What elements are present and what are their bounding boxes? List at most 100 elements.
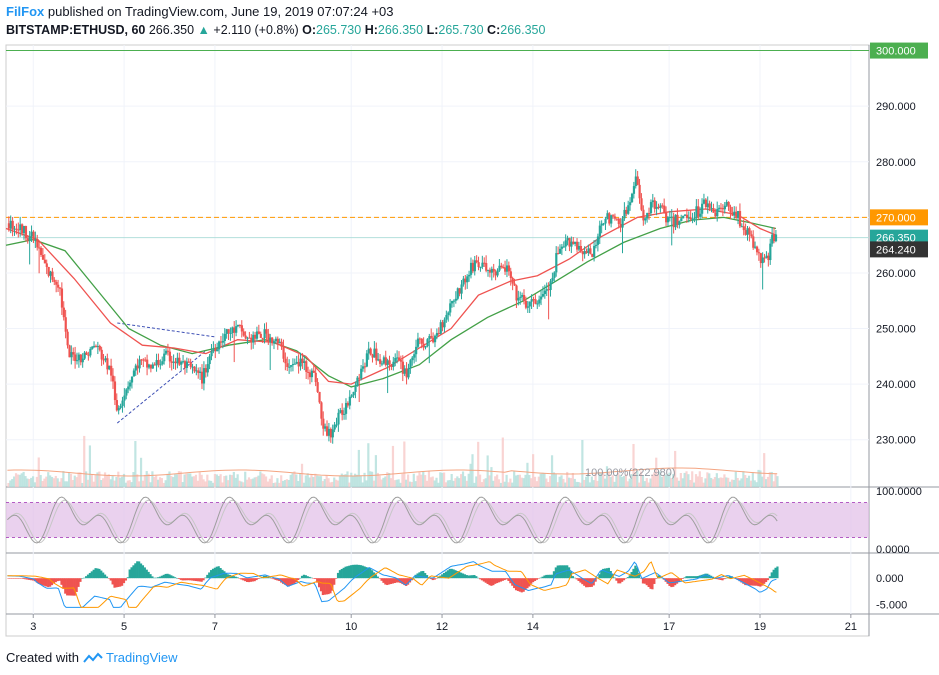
candle-body [638,184,641,199]
macd-histogram-bar [194,578,198,582]
volume-bar [448,480,451,487]
macd-histogram-bar [223,571,226,579]
macd-histogram-bar [437,576,440,579]
volume-bar [704,478,707,487]
volume-bar [738,480,741,487]
volume-bar [488,475,491,487]
volume-bar [325,475,328,487]
candle-body [144,359,147,361]
tradingview-brand[interactable]: TradingView [83,650,178,665]
macd-histogram-bar [71,578,74,596]
candle-body [22,226,26,234]
volume-bar [573,478,576,487]
candle-body [449,303,452,313]
volume-bar [194,474,198,487]
candle-body [691,218,694,220]
candle-body [413,354,416,358]
volume-bar [751,472,754,487]
volume-bar [715,473,718,487]
volume-bar [467,473,470,487]
macd-histogram-bar [128,569,131,579]
volume-bar [367,443,370,487]
volume-bar [641,475,645,487]
macd-histogram-bar [617,578,620,584]
volume-bar [547,482,550,487]
price-label-box [870,241,928,258]
time-tick-label: 14 [527,621,539,633]
macd-histogram-bar [651,578,654,590]
candle-body [401,361,404,374]
close-value: 266.350 [500,23,546,37]
volume-bar [624,474,628,487]
macd-histogram-bar [681,578,684,579]
candle-body [346,402,350,406]
volume-bar [632,443,635,487]
candle-body [343,413,346,415]
macd-histogram-bar [573,577,576,579]
author-name[interactable]: FilFox [6,4,45,19]
candle-body [632,186,636,194]
volume-bar [452,480,455,487]
macd-histogram-bar [352,564,355,579]
macd-histogram-bar [317,578,321,588]
macd-histogram-bar [20,578,23,579]
volume-bar [183,474,186,487]
macd-histogram-bar [147,571,150,579]
macd-histogram-bar [355,564,359,579]
candle-body [341,410,344,415]
volume-bar [361,482,364,487]
macd-histogram-bar [363,566,366,579]
volume-bar [24,476,27,487]
macd-histogram-bar [49,578,52,587]
macd-histogram-bar [331,578,334,591]
candle-body [674,214,677,228]
candle-body [290,365,293,367]
volume-bar [276,478,279,487]
volume-bar [208,480,211,487]
candle-body [422,343,425,348]
candle-body [416,338,420,347]
candle-body [127,386,130,390]
footer: Created with TradingView [6,650,178,665]
candle-body [142,359,145,361]
macd-histogram-bar [62,578,65,589]
candle-body [509,271,512,279]
macd-histogram-bar [526,578,529,589]
macd-histogram-bar [213,567,217,579]
price-chart[interactable]: 300.000 290.000 280.000 270.000 260.000 250.0… [0,0,939,645]
macd-histogram-bar [47,578,50,588]
macd-histogram-bar [141,565,145,579]
candle-body [742,226,745,231]
candle-body [140,359,143,361]
candle-body [502,266,505,268]
macd-histogram-bar [122,578,126,584]
candle-body [24,226,28,239]
candle-body [708,203,711,209]
candle-body [263,329,266,339]
candle-body [623,209,626,219]
macd-histogram-bar [603,568,607,579]
volume-bar [285,479,288,487]
price-label-text: 264.240 [876,244,916,256]
volume-bar [575,481,578,487]
volume-bar [649,478,652,487]
candle-body [201,371,204,384]
candle-body [710,208,713,210]
candle-body [701,203,704,214]
candle-body [617,218,620,224]
volume-bar [679,472,682,487]
volume-bar [263,474,266,487]
volume-bar [577,482,580,487]
volume-bar [323,478,326,487]
macd-histogram-bar [77,578,80,587]
candle-body [695,206,698,218]
volume-bar [187,473,190,487]
volume-bar [655,457,658,487]
price-label-box [870,209,928,226]
candle-body [483,262,486,264]
candle-body [748,228,751,235]
volume-bar [744,475,747,487]
volume-bar [543,472,546,487]
macd-histogram-bar [579,578,582,583]
candle-body [612,215,615,217]
